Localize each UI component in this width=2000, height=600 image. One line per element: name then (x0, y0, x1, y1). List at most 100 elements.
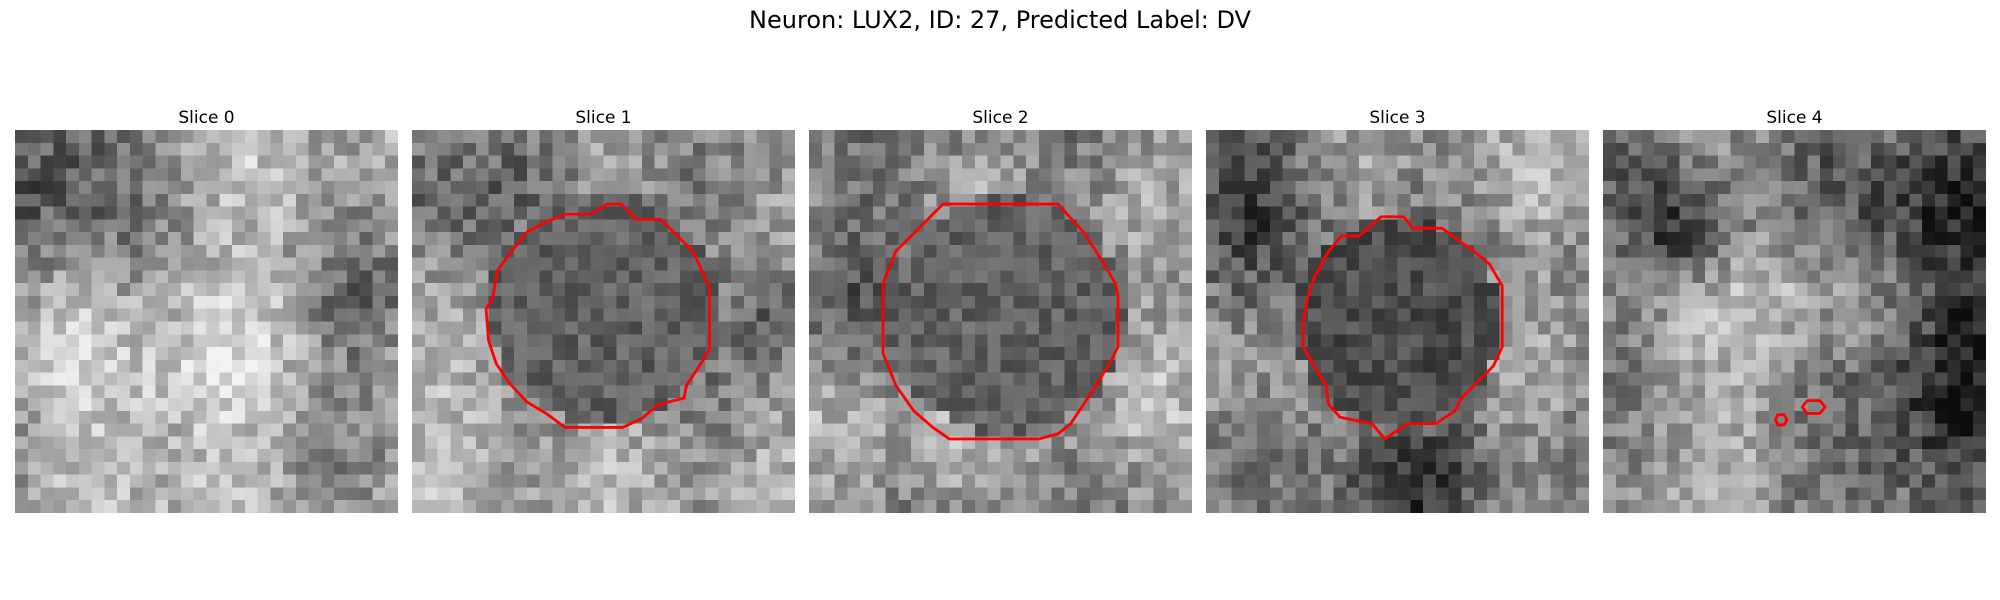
image-pixel (1603, 449, 1617, 463)
image-pixel (526, 270, 540, 284)
image-pixel (1832, 155, 1846, 169)
image-pixel (731, 219, 745, 233)
image-pixel (1666, 423, 1680, 437)
image-pixel (680, 410, 694, 424)
image-pixel (641, 385, 655, 399)
image-pixel (1397, 372, 1411, 386)
image-pixel (117, 474, 131, 488)
image-pixel (359, 168, 373, 182)
image-pixel (1666, 385, 1680, 399)
image-pixel (1153, 474, 1167, 488)
image-pixel (1756, 385, 1770, 399)
image-pixel (1832, 181, 1846, 195)
image-pixel (40, 232, 54, 246)
image-pixel (53, 295, 67, 309)
image-pixel (53, 334, 67, 348)
image-pixel (1038, 461, 1052, 475)
image-pixel (1346, 423, 1360, 437)
image-pixel (66, 219, 80, 233)
image-pixel (1628, 283, 1642, 297)
image-pixel (1257, 423, 1271, 437)
image-pixel (629, 359, 643, 373)
image-pixel (129, 206, 143, 220)
image-pixel (1525, 130, 1539, 144)
image-pixel (104, 334, 118, 348)
image-pixel (1794, 487, 1808, 501)
image-pixel (1077, 130, 1091, 144)
image-pixel (412, 155, 426, 169)
image-pixel (1615, 410, 1629, 424)
image-pixel (257, 334, 271, 348)
image-pixel (1883, 270, 1897, 284)
image-pixel (1410, 155, 1424, 169)
image-pixel (1102, 244, 1116, 258)
image-pixel (501, 295, 515, 309)
image-pixel (565, 257, 579, 271)
image-pixel (911, 270, 925, 284)
image-pixel (1756, 219, 1770, 233)
image-pixel (949, 321, 963, 335)
image-pixel (257, 461, 271, 475)
image-pixel (1371, 270, 1385, 284)
image-pixel (91, 423, 105, 437)
image-pixel (1179, 283, 1192, 297)
image-pixel (731, 232, 745, 246)
image-pixel (180, 461, 194, 475)
image-pixel (1115, 461, 1129, 475)
image-pixel (590, 295, 604, 309)
image-pixel (129, 359, 143, 373)
image-pixel (834, 308, 848, 322)
image-pixel (1244, 372, 1258, 386)
image-pixel (1410, 449, 1424, 463)
image-pixel (193, 308, 207, 322)
image-pixel (1576, 385, 1589, 399)
image-pixel (1641, 436, 1655, 450)
image-pixel (1934, 257, 1948, 271)
slice-title: Slice 1 (575, 108, 632, 128)
image-pixel (1960, 474, 1974, 488)
image-pixel (1423, 500, 1437, 513)
image-pixel (872, 168, 886, 182)
image-pixel (590, 500, 604, 513)
image-pixel (91, 461, 105, 475)
image-pixel (155, 130, 169, 144)
image-pixel (1756, 168, 1770, 182)
image-pixel (1781, 500, 1795, 513)
image-pixel (27, 283, 41, 297)
image-pixel (91, 449, 105, 463)
image-pixel (91, 232, 105, 246)
image-pixel (1140, 181, 1154, 195)
image-pixel (577, 193, 591, 207)
image-pixel (155, 181, 169, 195)
image-pixel (1333, 181, 1347, 195)
image-pixel (308, 347, 322, 361)
image-pixel (1371, 142, 1385, 156)
image-pixel (1282, 461, 1296, 475)
image-pixel (66, 283, 80, 297)
image-pixel (769, 487, 783, 501)
image-pixel (15, 295, 29, 309)
image-pixel (834, 206, 848, 220)
image-pixel (15, 461, 29, 475)
image-pixel (911, 321, 925, 335)
image-pixel (1883, 295, 1897, 309)
image-pixel (1384, 359, 1398, 373)
image-pixel (1102, 283, 1116, 297)
image-pixel (1909, 474, 1923, 488)
image-pixel (1077, 423, 1091, 437)
image-pixel (1038, 219, 1052, 233)
image-pixel (91, 347, 105, 361)
image-pixel (104, 295, 118, 309)
image-pixel (756, 385, 770, 399)
image-pixel (283, 385, 297, 399)
image-pixel (1730, 193, 1744, 207)
image-pixel (295, 449, 309, 463)
image-pixel (283, 487, 297, 501)
image-pixel (1679, 308, 1693, 322)
image-pixel (667, 181, 681, 195)
image-pixel (1179, 308, 1192, 322)
image-pixel (667, 449, 681, 463)
image-pixel (424, 270, 438, 284)
image-pixel (692, 168, 706, 182)
image-pixel (834, 130, 848, 144)
